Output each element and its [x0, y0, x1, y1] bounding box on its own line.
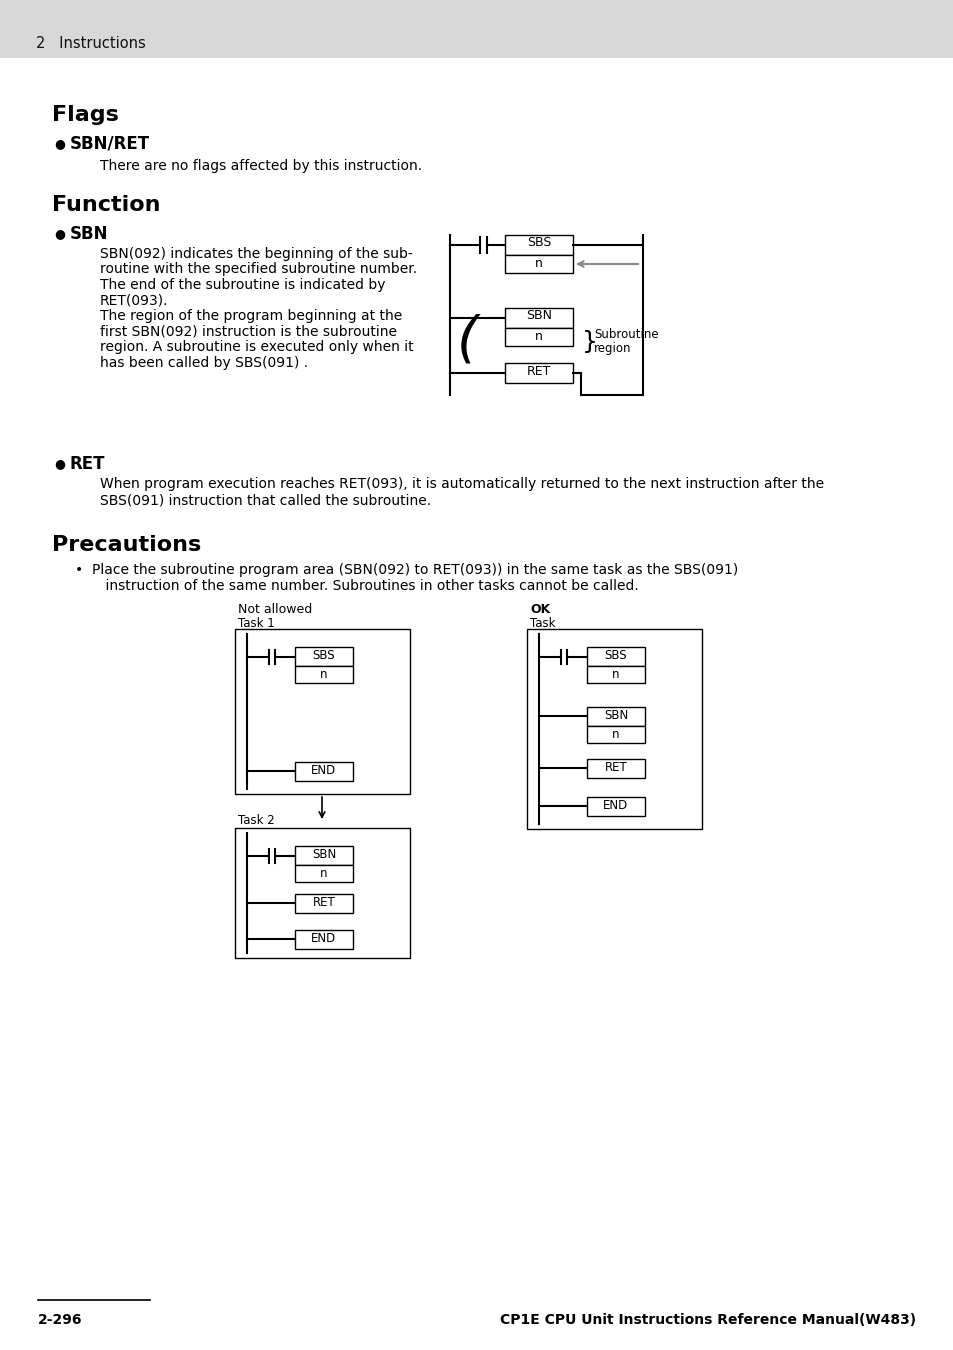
- Text: SBN: SBN: [70, 225, 109, 243]
- Bar: [0, 0, 953, 58]
- Text: Not allowed: Not allowed: [237, 603, 312, 616]
- Bar: [294, 761, 353, 782]
- Text: region: region: [594, 342, 631, 355]
- Bar: [504, 328, 573, 346]
- Text: END: END: [602, 799, 628, 811]
- Bar: [294, 930, 353, 949]
- Bar: [586, 707, 644, 726]
- Bar: [504, 235, 573, 255]
- Text: Precautions: Precautions: [52, 535, 201, 555]
- Text: SBN(092) indicates the beginning of the sub-: SBN(092) indicates the beginning of the …: [100, 247, 413, 261]
- Text: The region of the program beginning at the: The region of the program beginning at t…: [100, 309, 402, 323]
- Bar: [586, 796, 644, 815]
- Text: When program execution reaches RET(093), it is automatically returned to the nex: When program execution reaches RET(093),…: [100, 477, 823, 491]
- Text: routine with the specified subroutine number.: routine with the specified subroutine nu…: [100, 262, 416, 277]
- Text: Task: Task: [530, 617, 555, 630]
- Text: SBS: SBS: [526, 236, 551, 248]
- Text: Function: Function: [52, 194, 160, 215]
- Text: }: }: [581, 329, 598, 354]
- Bar: [586, 647, 644, 666]
- Text: 2   Instructions: 2 Instructions: [36, 36, 146, 51]
- Bar: [234, 629, 410, 794]
- Text: Flags: Flags: [52, 105, 119, 126]
- Text: ●: ●: [54, 136, 65, 150]
- Bar: [504, 308, 573, 328]
- Bar: [294, 647, 353, 666]
- Text: SBS: SBS: [604, 649, 627, 662]
- Text: RET: RET: [526, 364, 551, 378]
- Text: has been called by SBS(091) .: has been called by SBS(091) .: [100, 355, 308, 370]
- Text: n: n: [320, 867, 328, 880]
- Text: region. A subroutine is executed only when it: region. A subroutine is executed only wh…: [100, 340, 414, 354]
- Text: SBN: SBN: [525, 309, 552, 323]
- Text: RET: RET: [70, 455, 106, 472]
- Bar: [586, 759, 644, 778]
- Text: SBN/RET: SBN/RET: [70, 135, 150, 153]
- Text: ●: ●: [54, 227, 65, 240]
- Text: Task 1: Task 1: [237, 617, 274, 630]
- Text: n: n: [535, 256, 542, 270]
- Text: There are no flags affected by this instruction.: There are no flags affected by this inst…: [100, 159, 421, 173]
- Bar: [294, 865, 353, 882]
- Text: SBN: SBN: [603, 709, 627, 722]
- Text: (: (: [456, 313, 478, 366]
- Bar: [234, 828, 410, 958]
- Text: 2-296: 2-296: [38, 1314, 82, 1327]
- Bar: [526, 629, 701, 829]
- Bar: [294, 894, 353, 913]
- Text: OK: OK: [530, 603, 550, 616]
- Text: RET: RET: [313, 896, 335, 909]
- Bar: [586, 666, 644, 683]
- Text: END: END: [311, 931, 336, 945]
- Text: ●: ●: [54, 458, 65, 470]
- Text: Subroutine: Subroutine: [594, 328, 658, 342]
- Text: END: END: [311, 764, 336, 778]
- Text: CP1E CPU Unit Instructions Reference Manual(W483): CP1E CPU Unit Instructions Reference Man…: [499, 1314, 915, 1327]
- Text: SBN: SBN: [312, 848, 335, 861]
- Bar: [586, 726, 644, 743]
- Text: first SBN(092) instruction is the subroutine: first SBN(092) instruction is the subrou…: [100, 324, 396, 339]
- Text: instruction of the same number. Subroutines in other tasks cannot be called.: instruction of the same number. Subrouti…: [88, 579, 639, 593]
- Text: SBS: SBS: [313, 649, 335, 662]
- Bar: [294, 666, 353, 683]
- Bar: [504, 363, 573, 383]
- Bar: [294, 846, 353, 865]
- Text: n: n: [612, 668, 619, 680]
- Text: n: n: [320, 668, 328, 680]
- Text: The end of the subroutine is indicated by: The end of the subroutine is indicated b…: [100, 278, 385, 292]
- Text: RET: RET: [604, 761, 627, 774]
- Text: Task 2: Task 2: [237, 814, 274, 828]
- Text: RET(093).: RET(093).: [100, 293, 169, 308]
- Text: SBS(091) instruction that called the subroutine.: SBS(091) instruction that called the sub…: [100, 493, 431, 508]
- Text: n: n: [535, 329, 542, 343]
- Text: n: n: [612, 728, 619, 741]
- Text: •  Place the subroutine program area (SBN(092) to RET(093)) in the same task as : • Place the subroutine program area (SBN…: [75, 563, 738, 576]
- Bar: [504, 255, 573, 273]
